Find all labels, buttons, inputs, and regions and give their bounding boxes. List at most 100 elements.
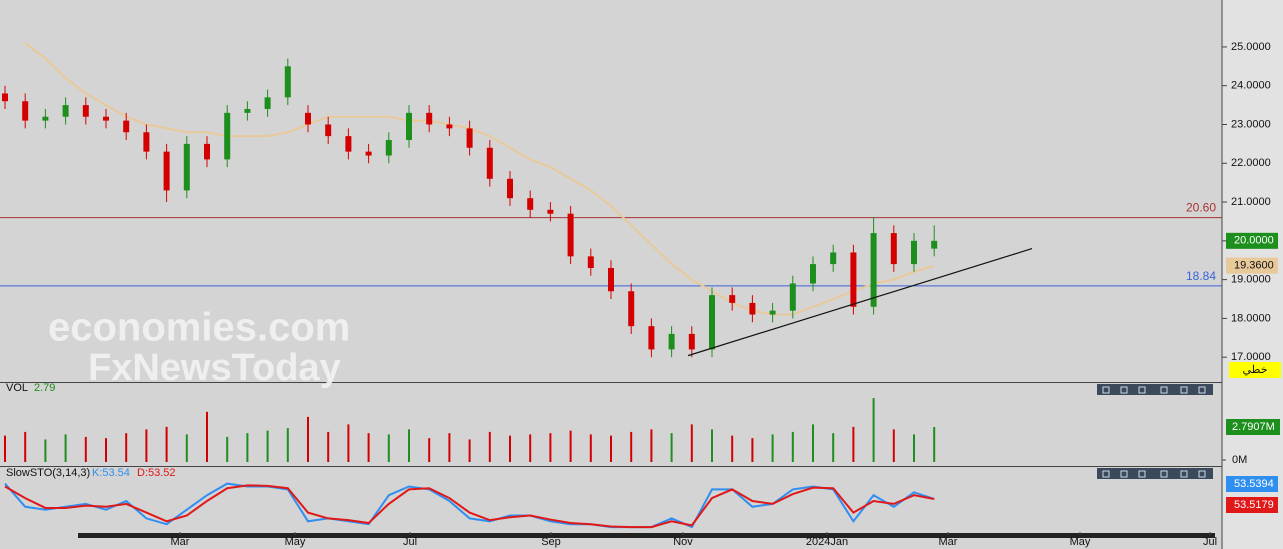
- toolbar-bg: [1097, 468, 1213, 479]
- volume-bar: [387, 434, 390, 462]
- stoch-tag: [1226, 476, 1278, 492]
- toolbar-icon: [1198, 386, 1206, 394]
- toolbar-icon: [1180, 470, 1188, 478]
- candle-body: [305, 112, 311, 125]
- candle-body: [183, 143, 190, 191]
- toolbar-icon: [1160, 470, 1168, 478]
- candle-body: [789, 283, 796, 311]
- candle-body: [2, 93, 8, 102]
- volume-bar: [832, 433, 835, 462]
- candle-body: [143, 132, 150, 152]
- candle-body: [688, 333, 695, 350]
- volume-bar: [327, 431, 330, 462]
- candle-body: [244, 108, 251, 113]
- volume-tag-label: 2.7907M: [1232, 421, 1275, 433]
- candle-body: [62, 105, 69, 117]
- toolbar-icon: [1138, 470, 1146, 478]
- x-tick-label: Nov: [673, 536, 693, 548]
- candle-body: [547, 209, 554, 214]
- candle-body: [466, 128, 473, 148]
- candle-body: [709, 295, 715, 350]
- y-tick-label: 17.0000: [1231, 351, 1271, 363]
- volume-bar: [286, 428, 289, 462]
- candle-body: [284, 66, 291, 98]
- y-tick-label: 24.0000: [1231, 80, 1271, 92]
- volume-bar: [266, 430, 269, 462]
- candle-body: [931, 240, 938, 249]
- x-tick-label: May: [1070, 536, 1091, 548]
- x-tick-label: Jul: [1203, 536, 1217, 548]
- candle-body: [103, 116, 109, 121]
- stoch-tag: [1226, 497, 1278, 513]
- volume-bar: [347, 424, 350, 462]
- panel-value: 2.79: [34, 382, 55, 394]
- volume-bar: [731, 435, 734, 462]
- volume-bar: [690, 424, 693, 462]
- volume-bar: [367, 433, 370, 462]
- volume-bar: [44, 439, 47, 462]
- volume-bar: [610, 435, 612, 462]
- volume-bar: [650, 429, 653, 462]
- candle-body: [587, 256, 594, 268]
- y-tick-label: 19.0000: [1231, 274, 1271, 286]
- candle-body: [567, 213, 574, 257]
- level-label: 20.60: [1186, 201, 1216, 215]
- candle-body: [486, 147, 493, 179]
- volume-bar: [509, 435, 511, 462]
- watermark: FxNewsToday: [88, 347, 341, 389]
- candle-body: [163, 151, 170, 191]
- x-tick-label: Jul: [403, 536, 417, 548]
- volume-bar: [64, 434, 67, 462]
- price-tag: [1226, 232, 1278, 249]
- x-tick-label: May: [285, 536, 306, 548]
- candle-body: [385, 140, 392, 156]
- x-tick-label: Sep: [541, 536, 561, 548]
- candle-body: [729, 295, 736, 303]
- candle-body: [426, 112, 433, 125]
- volume-bar: [569, 430, 572, 462]
- legend-entry: D:53.52: [137, 467, 176, 479]
- candle-body: [890, 233, 897, 265]
- stoch-tag-label: 53.5179: [1234, 499, 1274, 511]
- ma-tag: [1226, 257, 1278, 274]
- candle-body: [628, 291, 635, 327]
- volume-bar: [4, 435, 6, 462]
- volume-bar: [791, 431, 794, 462]
- volume-bar: [165, 426, 168, 462]
- stoch-line: [4, 484, 935, 529]
- toolbar-icon: [1120, 470, 1128, 478]
- volume-bar: [468, 439, 471, 462]
- candle-body: [204, 143, 210, 160]
- candle-body: [345, 136, 352, 152]
- volume-bar: [105, 438, 107, 462]
- axis-panel: [1222, 0, 1283, 549]
- candle-body: [365, 151, 372, 156]
- volume-bar: [751, 438, 754, 462]
- candle-body: [82, 105, 89, 117]
- volume-bar: [670, 433, 673, 462]
- volume-bar: [549, 433, 552, 462]
- y-tick-label: 25.0000: [1231, 41, 1271, 53]
- candle-body: [648, 326, 655, 350]
- volume-bar: [307, 416, 309, 462]
- price-tag-label: 20.0000: [1234, 235, 1274, 247]
- volume-bar: [428, 438, 431, 462]
- toolbar-icon: [1102, 386, 1110, 394]
- volume-bar: [246, 433, 249, 462]
- volume-bar: [145, 429, 148, 462]
- watermark: economies.com: [48, 306, 350, 350]
- volume-tag-label: 0M: [1232, 454, 1247, 466]
- stoch-tag-label: 53.5394: [1234, 478, 1274, 490]
- toolbar-icon: [1180, 386, 1188, 394]
- y-tick-label: 23.0000: [1231, 118, 1271, 130]
- candle-body: [406, 112, 412, 141]
- candle-body: [507, 178, 513, 199]
- volume-bar: [711, 429, 713, 462]
- candle-body: [22, 101, 29, 121]
- ma-tag-label: 19.3600: [1234, 260, 1274, 272]
- volume-bar: [24, 431, 27, 462]
- candle-body: [123, 120, 130, 133]
- volume-bar: [448, 433, 451, 462]
